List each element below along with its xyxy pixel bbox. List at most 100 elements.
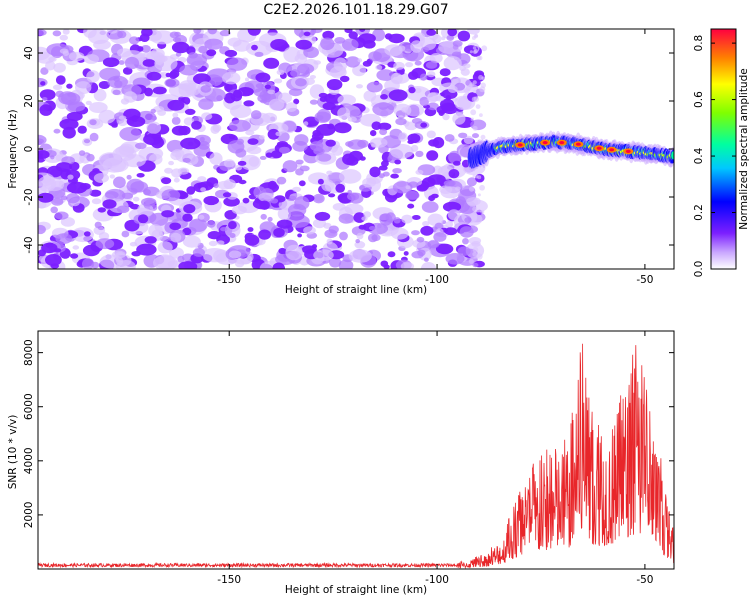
heatmap-cell (122, 67, 133, 75)
y-tick-label: -20 (23, 188, 35, 205)
heatmap-cell (123, 154, 146, 168)
heatmap-cell (366, 81, 383, 93)
heatmap-cell (62, 29, 70, 35)
heatmap-cell (411, 215, 421, 220)
heatmap-cell (427, 102, 439, 111)
heatmap-cell (148, 224, 163, 238)
heatmap-cell (372, 102, 395, 117)
heatmap-cell (339, 75, 350, 83)
heatmap-cell (164, 78, 180, 88)
heatmap-cell (191, 120, 202, 130)
heatmap-cell (185, 154, 199, 166)
heatmap-cell (384, 44, 403, 57)
heatmap-cell (326, 238, 333, 245)
heatmap-cell (469, 186, 475, 192)
heatmap-cell (137, 203, 154, 218)
heatmap-cell (59, 34, 68, 41)
heatmap-cell (154, 55, 178, 72)
heatmap-cell (182, 157, 191, 163)
heatmap-cell (178, 261, 198, 269)
heatmap-cell (223, 159, 235, 168)
heatmap-cell (388, 89, 408, 102)
heatmap-cell (98, 81, 110, 89)
heatmap-cell (85, 100, 92, 106)
heatmap-cell (371, 234, 381, 242)
heatmap-cell (481, 45, 488, 52)
heatmap-cell (260, 213, 267, 220)
heatmap-cell (339, 231, 348, 241)
heatmap-cell (200, 187, 207, 193)
heatmap-cell (281, 120, 297, 134)
heatmap-cell (53, 62, 66, 73)
heatmap-cell (40, 81, 46, 86)
heatmap-cell (415, 150, 424, 158)
heatmap-cell (168, 160, 175, 166)
heatmap-cell (278, 247, 287, 255)
heatmap-cell (105, 191, 119, 199)
heatmap-cell (175, 52, 182, 57)
heatmap-cell (427, 174, 446, 185)
heatmap-cell (303, 31, 311, 37)
heatmap-cell (356, 232, 364, 240)
heatmap-cell (140, 45, 151, 53)
heatmap-cell (152, 86, 167, 95)
heatmap-cell (141, 29, 153, 37)
heatmap-cell (263, 57, 280, 69)
heatmap-cell (62, 126, 76, 139)
heatmap-cell (60, 92, 81, 106)
heatmap-cell (265, 152, 273, 158)
heatmap-cell (75, 81, 92, 95)
heatmap-cell (472, 262, 479, 268)
heatmap-cell (559, 141, 565, 145)
heatmap-cell (206, 49, 217, 57)
heatmap-cell (245, 129, 255, 136)
heatmap-cell (225, 83, 233, 91)
heatmap-cell (327, 123, 335, 130)
heatmap-cell (83, 139, 91, 144)
heatmap-cells (38, 29, 674, 269)
heatmap-cell (98, 232, 110, 241)
heatmap-cell (309, 99, 318, 105)
heatmap-cell (126, 178, 145, 193)
heatmap-cell (426, 150, 439, 161)
colorbar-tick-label: 0.8 (693, 35, 705, 52)
heatmap-cell (407, 203, 415, 209)
heatmap-cell (463, 135, 474, 145)
heatmap-cell (468, 258, 474, 264)
heatmap-cell (137, 46, 144, 52)
heatmap-cell (228, 250, 242, 259)
heatmap-cell (55, 233, 73, 245)
heatmap-cell (267, 180, 277, 190)
heatmap-cell (146, 121, 161, 134)
heatmap-cell (250, 110, 262, 120)
heatmap-cell (358, 33, 376, 44)
heatmap-cell (170, 232, 182, 243)
heatmap-cell (270, 39, 288, 51)
heatmap-cell (203, 195, 219, 206)
heatmap-cell (389, 143, 414, 159)
colorbar-tick-label: 0.4 (693, 147, 705, 164)
heatmap-cell (329, 257, 342, 268)
heatmap-cell (216, 95, 223, 102)
heatmap-cell (171, 168, 182, 178)
heatmap-cell (338, 259, 354, 269)
heatmap-cell (169, 31, 179, 39)
heatmap-cell (390, 227, 409, 240)
x-tick-label: -100 (425, 574, 449, 586)
heatmap-cell (480, 134, 486, 140)
heatmap-cell (401, 214, 413, 224)
heatmap-cell (60, 217, 75, 227)
heatmap-cell (273, 78, 283, 84)
colorbar-frame (710, 28, 737, 270)
heatmap-cell (352, 64, 367, 77)
heatmap-cell (420, 262, 437, 269)
heatmap-cell (326, 79, 343, 91)
heatmap-cell (118, 143, 135, 156)
heatmap-cell (477, 193, 481, 197)
heatmap-cell (137, 214, 149, 224)
heatmap-cell (433, 232, 447, 242)
heatmap-cell (55, 75, 66, 85)
heatmap-cell (480, 209, 485, 214)
heatmap-cell (82, 258, 95, 269)
heatmap-cell (470, 109, 477, 116)
